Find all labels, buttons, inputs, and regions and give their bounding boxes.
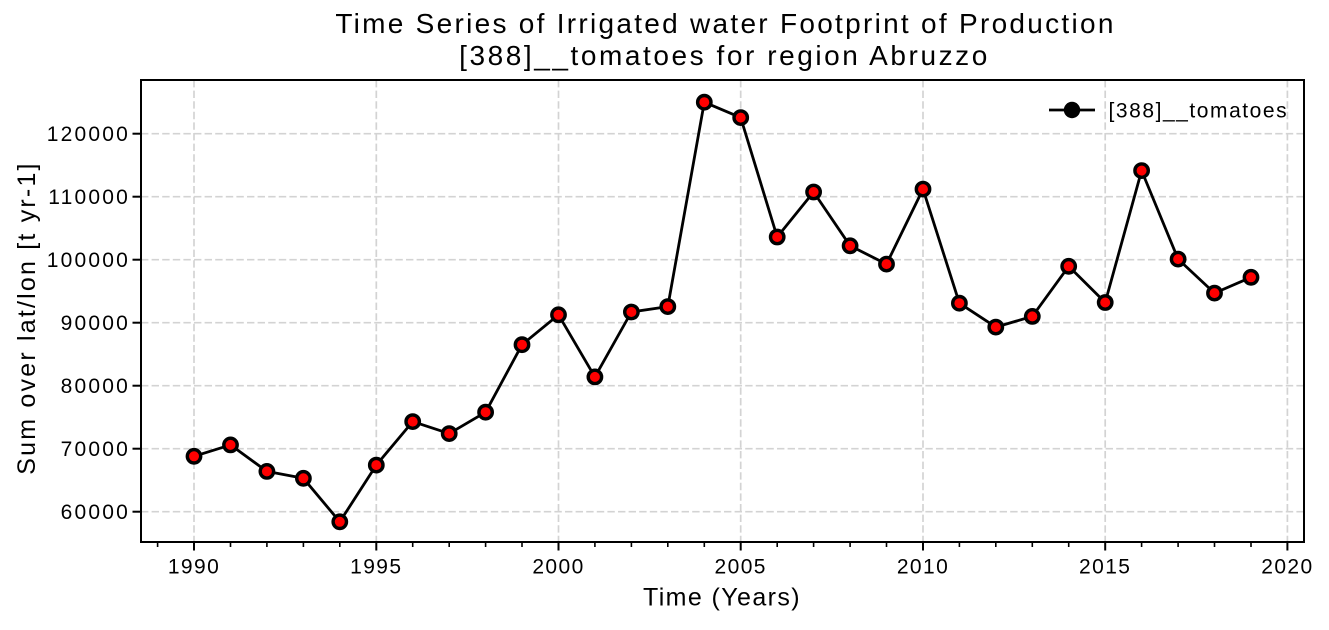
svg-text:120000: 120000 xyxy=(47,123,130,146)
svg-text:2015: 2015 xyxy=(1079,556,1131,579)
svg-text:1990: 1990 xyxy=(168,556,220,579)
svg-text:2010: 2010 xyxy=(897,556,949,579)
svg-text:60000: 60000 xyxy=(61,501,130,524)
svg-text:[388]__tomatoes for region Abr: [388]__tomatoes for region Abruzzo xyxy=(459,40,990,71)
svg-text:Time (Years): Time (Years) xyxy=(643,584,801,612)
svg-text:80000: 80000 xyxy=(61,375,130,398)
svg-text:1995: 1995 xyxy=(350,556,402,579)
svg-text:110000: 110000 xyxy=(48,186,130,209)
svg-text:Sum over lat/lon [t yr-1]: Sum over lat/lon [t yr-1] xyxy=(13,161,41,474)
svg-text:[388]__tomatoes: [388]__tomatoes xyxy=(1109,100,1289,123)
svg-text:70000: 70000 xyxy=(61,438,130,461)
svg-text:2000: 2000 xyxy=(532,556,584,579)
svg-text:Time Series of Irrigated water: Time Series of Irrigated water Footprint… xyxy=(335,8,1115,39)
svg-text:100000: 100000 xyxy=(47,249,130,272)
svg-text:2020: 2020 xyxy=(1261,556,1313,579)
svg-text:2005: 2005 xyxy=(715,556,767,579)
svg-text:90000: 90000 xyxy=(61,312,130,335)
